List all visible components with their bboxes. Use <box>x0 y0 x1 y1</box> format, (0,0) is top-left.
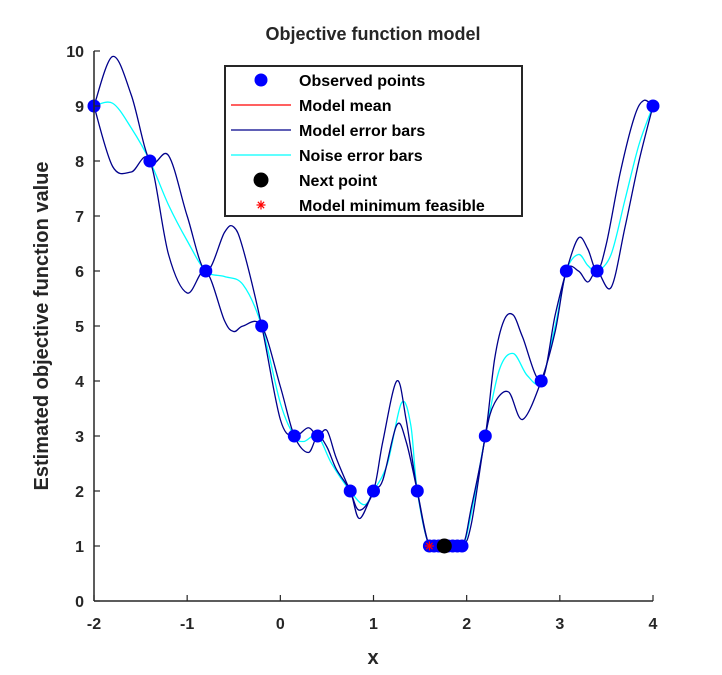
observed-point <box>646 99 660 113</box>
observed-point <box>367 484 380 498</box>
chart-title: Objective function model <box>265 24 480 44</box>
observed-point <box>143 154 157 168</box>
model-minimum-feasible-marker <box>424 541 434 551</box>
observed-point <box>255 319 269 333</box>
legend-label: Model minimum feasible <box>299 198 485 215</box>
y-tick-label: 9 <box>75 99 84 116</box>
x-tick-label: -1 <box>180 616 194 633</box>
y-tick-label: 7 <box>75 209 84 226</box>
legend-label: Model mean <box>299 98 391 115</box>
y-tick-label: 6 <box>75 264 84 281</box>
series-line-noise-error-bars-0 <box>93 101 654 551</box>
points-layer <box>87 99 660 554</box>
legend-label: Noise error bars <box>299 148 423 165</box>
legend-marker-0 <box>254 73 268 87</box>
y-tick-label: 8 <box>75 154 84 171</box>
x-tick-label: 1 <box>369 616 378 633</box>
y-tick-label: 4 <box>75 374 84 391</box>
y-tick-label: 10 <box>66 44 84 61</box>
observed-point <box>534 374 548 388</box>
observed-point <box>590 264 604 278</box>
legend: Observed points Model mean Model error bar… <box>224 65 523 217</box>
x-tick-label: -2 <box>87 616 101 633</box>
y-tick-label: 5 <box>75 319 84 336</box>
legend-marker-5 <box>256 200 266 210</box>
observed-point <box>478 429 492 443</box>
legend-marker-4 <box>253 172 269 188</box>
y-axis-title: Estimated objective function value <box>31 162 53 491</box>
observed-point <box>199 264 213 278</box>
y-tick-label: 2 <box>75 484 84 501</box>
x-axis-title: x <box>367 647 378 669</box>
legend-label: Next point <box>299 173 378 190</box>
x-tick-label: 2 <box>462 616 471 633</box>
y-tick-label: 3 <box>75 429 84 446</box>
observed-point <box>410 484 424 498</box>
observed-point <box>343 484 357 498</box>
legend-label: Observed points <box>299 73 425 90</box>
series-line-model-error-bars-1 <box>93 55 654 551</box>
x-tick-label: 3 <box>555 616 564 633</box>
next-point-marker <box>436 538 452 554</box>
y-tick-label: 1 <box>75 539 84 556</box>
observed-point <box>311 429 325 443</box>
observed-point <box>287 429 301 443</box>
legend-box <box>224 65 523 217</box>
y-tick-label: 0 <box>75 594 84 611</box>
x-tick-label: 4 <box>649 616 658 633</box>
axes-layer: -2 -1 0 1 2 3 4 0 1 2 3 4 5 6 7 8 9 10 <box>66 44 657 633</box>
x-tick-label: 0 <box>276 616 285 633</box>
observed-point <box>559 264 573 278</box>
observed-point <box>455 539 469 553</box>
legend-label: Model error bars <box>299 123 425 140</box>
